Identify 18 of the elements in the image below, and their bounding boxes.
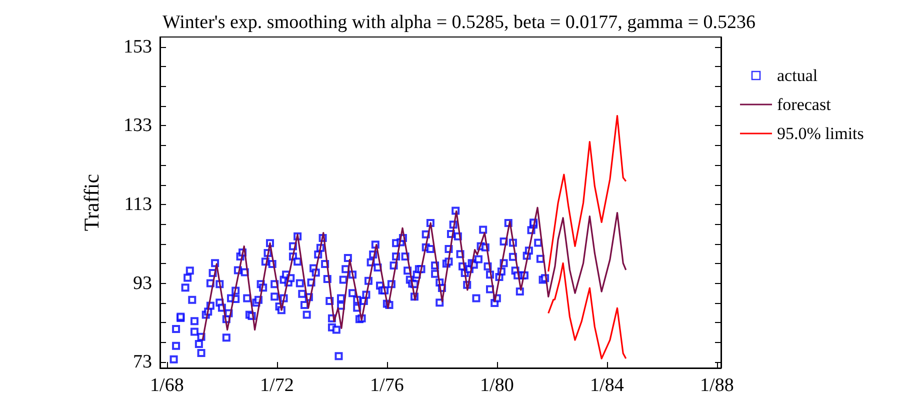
legend-label: actual	[777, 66, 818, 85]
x-tick-label: 1/72	[260, 375, 294, 396]
x-tick-label: 1/76	[370, 375, 404, 396]
x-tick-label: 1/80	[480, 375, 514, 396]
legend-label: 95.0% limits	[777, 124, 864, 143]
y-tick-label: 93	[133, 272, 152, 294]
legend-label: forecast	[777, 95, 832, 114]
x-tick-label: 1/68	[150, 375, 184, 396]
y-tick-label: 73	[133, 352, 152, 373]
chart-title: Winter's exp. smoothing with alpha = 0.5285, beta = 0.0177, gamma = 0.5236	[162, 12, 756, 33]
y-tick-label: 133	[124, 115, 152, 136]
x-tick-label: 1/84	[590, 375, 624, 396]
y-tick-label: 113	[124, 194, 152, 215]
line-series	[548, 115, 627, 272]
y-tick-label: 153	[124, 36, 152, 58]
x-tick-label: 1/88	[700, 375, 734, 396]
line-series	[548, 262, 627, 360]
y-axis-title: Traffic	[80, 174, 104, 232]
